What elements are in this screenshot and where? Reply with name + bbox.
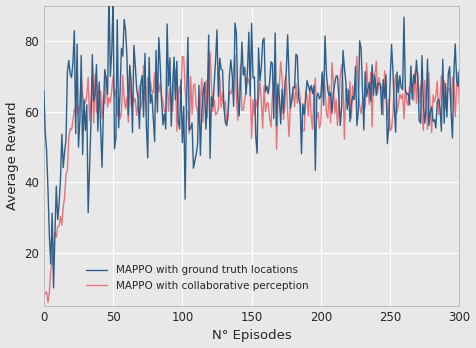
MAPPO with collaborative perception: [394, 111, 400, 115]
MAPPO with ground truth locations: [371, 93, 377, 97]
MAPPO with collaborative perception: [429, 131, 435, 135]
MAPPO with collaborative perception: [327, 121, 333, 125]
MAPPO with ground truth locations: [327, 90, 333, 95]
MAPPO with collaborative perception: [225, 114, 231, 119]
MAPPO with collaborative perception: [45, 300, 51, 304]
MAPPO with ground truth locations: [211, 80, 217, 85]
Line: MAPPO with ground truth locations: MAPPO with ground truth locations: [44, 0, 459, 288]
MAPPO with ground truth locations: [225, 111, 231, 116]
MAPPO with ground truth locations: [394, 70, 400, 74]
MAPPO with collaborative perception: [211, 98, 217, 102]
X-axis label: N° Episodes: N° Episodes: [212, 330, 291, 342]
MAPPO with collaborative perception: [456, 102, 462, 106]
MAPPO with collaborative perception: [207, 50, 213, 54]
Legend: MAPPO with ground truth locations, MAPPO with collaborative perception: MAPPO with ground truth locations, MAPPO…: [82, 261, 312, 295]
Y-axis label: Average Reward: Average Reward: [6, 102, 19, 210]
MAPPO with ground truth locations: [456, 68, 462, 72]
MAPPO with ground truth locations: [429, 105, 435, 109]
Line: MAPPO with collaborative perception: MAPPO with collaborative perception: [44, 52, 459, 302]
MAPPO with collaborative perception: [371, 72, 377, 76]
MAPPO with collaborative perception: [41, 293, 47, 298]
MAPPO with ground truth locations: [50, 286, 56, 290]
MAPPO with ground truth locations: [41, 88, 47, 93]
